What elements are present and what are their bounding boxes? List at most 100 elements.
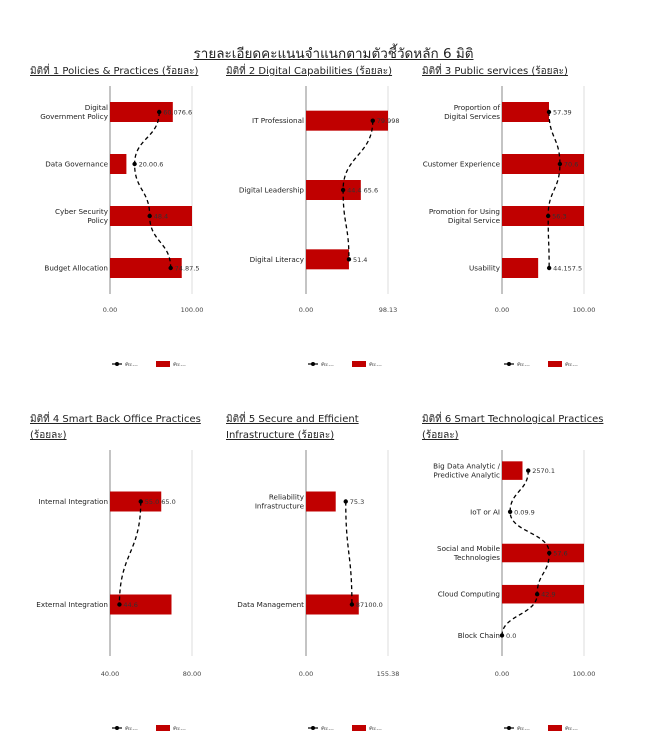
category-label: Digital Leadership (239, 186, 305, 195)
data-label: 79.998 (377, 117, 400, 125)
series-line (118, 501, 142, 605)
category-label: Customer Experience (423, 160, 501, 169)
legend: คะ... คะ... (308, 361, 382, 368)
chart-svg: IT Professional 79.998 Digital Leadership 4… (239, 86, 400, 368)
chart-svg: Internal Integration 55.0 65.0 External In… (36, 450, 202, 732)
bar (306, 249, 349, 270)
legend-label: คะ... (173, 361, 186, 368)
legend-point-swatch (311, 362, 315, 366)
legend-point-swatch (311, 726, 315, 730)
chart-svg: Proportion of Digital Services 57.39 Custom… (423, 86, 596, 368)
data-label: 0.09.9 (514, 508, 535, 516)
category-label: Digital Government Policy (40, 103, 109, 121)
chart-svg: Big Data Analytic / Predictive Analytic 25… (433, 450, 596, 732)
tick-label: 40.00 (101, 670, 120, 678)
line-point (117, 602, 122, 607)
line-point (546, 109, 552, 115)
line-point (346, 257, 352, 262)
line-point (526, 468, 531, 473)
bar (502, 206, 584, 226)
bar (306, 110, 388, 131)
bar (502, 258, 539, 278)
category-label: Proportion of Digital Services (444, 103, 500, 121)
data-label: 74.87.5 (175, 265, 200, 273)
line-point (147, 213, 152, 219)
tick-label: 100.00 (573, 670, 596, 678)
line-point (557, 161, 563, 167)
series-line (547, 111, 561, 269)
legend-label: คะ... (565, 725, 578, 732)
chart-svg: Digital Government Policy 60.076.6 Data Gov… (40, 86, 203, 368)
data-label: 2570.1 (532, 467, 555, 475)
data-label: 56.3 (552, 213, 566, 221)
tick-label: 80.00 (183, 670, 202, 678)
chart-title: มิติที่ 6 Smart Technological Practices … (422, 414, 604, 441)
chart-title: มิติที่ 1 Policies & Practices (ร้อยละ) (30, 66, 199, 77)
data-label: 55.0 65.0 (145, 498, 176, 506)
tick-label: 100.00 (573, 306, 596, 314)
line-point (534, 592, 540, 597)
data-label: 60.076.6 (163, 109, 192, 117)
tick-label: 0.00 (495, 670, 509, 678)
tick-label: 0.00 (299, 670, 313, 678)
legend-label: คะ... (369, 361, 382, 368)
line-point (507, 509, 513, 514)
category-label: IoT or AI (470, 507, 500, 516)
category-label: Cloud Computing (438, 590, 500, 599)
category-label: Digital Literacy (250, 255, 305, 264)
data-label: 0.0 (506, 632, 516, 640)
data-label: 44.4 65.6 (347, 187, 378, 195)
data-label: 48.4 (154, 213, 168, 221)
data-label: 70.6 (564, 161, 578, 169)
legend-bar-swatch (548, 361, 562, 367)
legend: คะ... คะ... (504, 361, 578, 368)
page-title: รายละเอียดคะแนนจำแนกตามตัวชี้วัดหลัก 6 ม… (193, 46, 474, 62)
bar (110, 594, 172, 615)
legend-label: คะ... (125, 361, 138, 368)
bar (502, 102, 549, 122)
data-label: 87100.0 (356, 601, 383, 609)
line-point (132, 161, 137, 167)
data-label: 57.39 (553, 109, 572, 117)
category-label: Budget Allocation (44, 264, 108, 273)
line-point (343, 499, 348, 504)
category-label: Block Chain (458, 631, 500, 640)
chart-title: มิติที่ 5 Secure and Efficient Infrastru… (226, 414, 359, 441)
legend-label: คะ... (321, 361, 334, 368)
legend: คะ... คะ... (112, 361, 186, 368)
line-point (168, 265, 173, 271)
bar (502, 461, 523, 480)
legend-bar-swatch (352, 725, 366, 731)
series-line (345, 501, 353, 605)
line-point (499, 633, 505, 638)
bar (306, 180, 361, 200)
legend-label: คะ... (517, 361, 530, 368)
data-label: 44.6 (123, 601, 137, 609)
legend: คะ... คะ... (504, 725, 578, 732)
legend-point-swatch (507, 726, 511, 730)
bar (110, 491, 162, 512)
legend-bar-swatch (156, 361, 170, 367)
bar (502, 543, 584, 563)
chart-title: มิติที่ 4 Smart Back Office Practices (ร… (30, 414, 201, 441)
category-label: Internal Integration (38, 497, 108, 506)
line-point (370, 118, 375, 123)
data-label: 20.00.6 (139, 161, 164, 169)
tick-label: 155.38 (377, 670, 400, 678)
bar (306, 491, 336, 512)
legend-label: คะ... (565, 361, 578, 368)
bar (502, 584, 584, 604)
category-label: IT Professional (252, 116, 304, 125)
legend-label: คะ... (125, 725, 138, 732)
legend-bar-swatch (156, 725, 170, 731)
line-point (547, 550, 552, 556)
legend-bar-swatch (548, 725, 562, 731)
tick-label: 0.00 (299, 306, 313, 314)
data-label: 57.6 (553, 550, 567, 558)
category-label: External Integration (36, 600, 108, 609)
legend-point-swatch (115, 362, 119, 366)
legend-bar-swatch (352, 361, 366, 367)
tick-label: 0.00 (103, 306, 117, 314)
chart-title: มิติที่ 3 Public services (ร้อยละ) (422, 66, 568, 77)
line-point (340, 187, 346, 193)
